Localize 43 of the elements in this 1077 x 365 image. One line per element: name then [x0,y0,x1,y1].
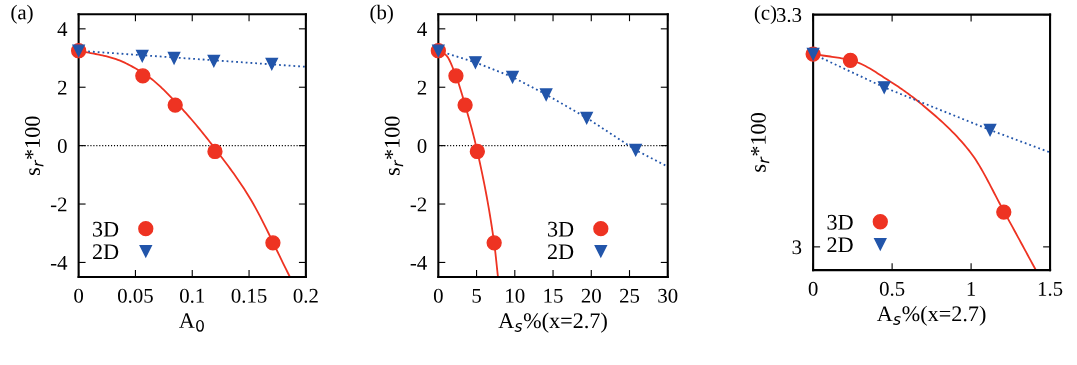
y-tick-label: -4 [50,255,68,270]
x-tick-label: 10 [506,288,525,303]
y-tick-label: -2 [410,197,427,212]
y-tick-label: 2 [417,80,427,95]
legend-label: 2D [92,244,119,260]
y-tick-label: -4 [410,255,427,270]
x-tick-label: 25 [620,288,640,303]
chart-title: (b) [370,4,393,24]
x-tick-label: 0 [74,288,84,303]
legend-label: 2D [827,237,853,253]
y-tick-label: 0 [417,139,427,154]
x-tick-label: 0.1 [180,288,205,303]
y-tick-label: -2 [50,197,67,212]
x-tick-label: 0.2 [293,288,318,303]
y-axis-title: s$_{r}$*100 [24,116,44,175]
x-tick-label: 5 [472,288,481,303]
x-axis-title: A$_{0}$ [179,313,204,332]
y-tick-label: 3.3 [776,8,802,23]
y-tick-label: 4 [57,22,68,37]
legend-label: 3D [93,221,119,237]
x-tick-label: 0.05 [118,288,153,303]
x-tick-label: 0.15 [231,288,267,303]
y-tick-label: 2 [58,80,67,95]
legend-label: 2D [547,244,574,260]
x-tick-label: 20 [581,288,601,303]
x-tick-label: 1.5 [1038,281,1063,296]
x-axis-title: A$_{s}$%(x=2.7) [498,312,607,333]
y-tick-label: 3 [792,240,802,255]
x-axis-title: A$_{s}$%(x=2.7) [876,305,986,326]
y-tick-label: 0 [57,139,67,154]
legend-label: 3D [827,214,853,230]
x-tick-label: 15 [544,288,563,303]
x-tick-label: 30 [658,288,678,303]
legend-label: 3D [548,221,574,237]
chart-title: (a) [11,4,33,24]
x-tick-label: 0.5 [879,281,905,296]
y-tick-label: 4 [417,22,427,37]
y-axis-title: s$_{r}$*100 [750,113,770,172]
x-tick-label: 0 [808,281,818,296]
chart-title: (c) [754,5,777,25]
x-tick-label: 1 [967,281,976,296]
y-axis-title: s$_{r}$*100 [384,116,404,175]
x-tick-label: 0 [433,288,443,303]
